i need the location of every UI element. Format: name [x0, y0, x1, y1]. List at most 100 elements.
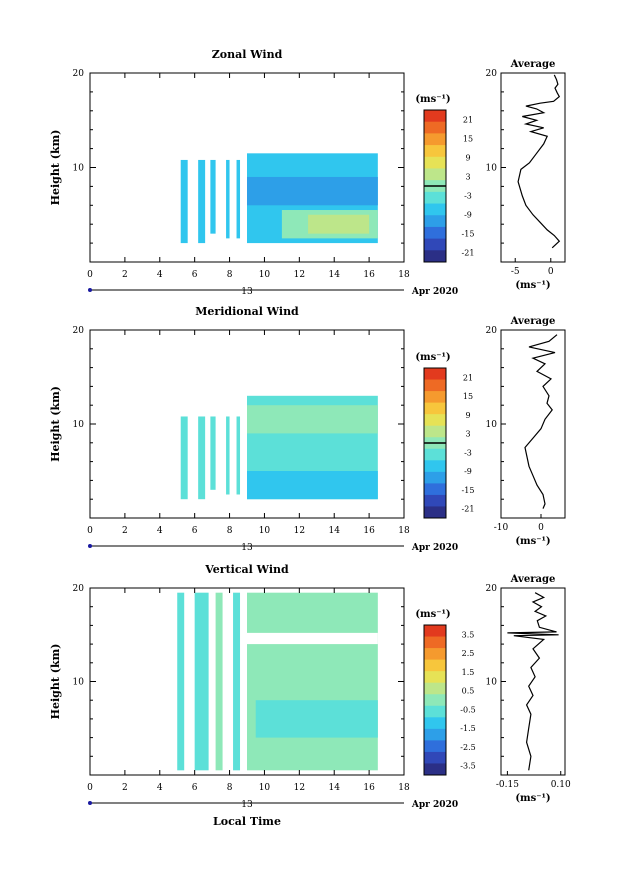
meridional-xtick-label: 14 [328, 526, 340, 536]
zonal-average-profile-line [517, 74, 561, 249]
vertical-ytick-label: 10 [73, 678, 85, 688]
vertical-colorbar-label: 0.5 [462, 687, 475, 696]
vertical-heatmap-cell [215, 592, 223, 771]
vertical-colorbar-swatch [424, 751, 446, 764]
zonal-title: Zonal Wind [212, 48, 283, 61]
meridional-colorbar-label: -3 [464, 448, 472, 457]
zonal-colorbar-swatch [424, 191, 446, 205]
zonal-colorbar-swatch [424, 156, 446, 169]
meridional-average-ytick-label: 20 [486, 326, 498, 336]
meridional-heatmap-cell [198, 416, 206, 500]
zonal-colorbar-label: 21 [463, 116, 473, 125]
meridional-xtick-label: 6 [192, 526, 198, 536]
vertical-xtick-label: 18 [398, 783, 410, 793]
vertical-date-label: Apr 2020 [411, 800, 458, 810]
zonal-panel-group: Zonal Wind 0 2 4 6 8 10 12 14 16 18 20 10 Height (km)… [49, 48, 566, 297]
zonal-heatmap-cell [210, 159, 216, 234]
vertical-colorbar-label: -0.5 [460, 705, 475, 714]
meridional-heatmap-cell [210, 416, 216, 490]
meridional-average-xtick-label: 0 [538, 523, 544, 533]
vertical-heatmap-cell [247, 592, 378, 771]
meridional-colorbar-swatch [424, 506, 446, 519]
vertical-xtick-label: 0 [87, 783, 93, 793]
zonal-average-ytick-label: 10 [486, 164, 498, 174]
meridional-colorbar-label: 21 [463, 373, 473, 382]
meridional-xtick-label: 18 [398, 526, 410, 536]
meridional-colorbar-label: 3 [465, 430, 470, 439]
meridional-colorbar-swatch [424, 460, 446, 473]
zonal-xtick-label: 10 [259, 270, 271, 280]
zonal-date-day: 13 [241, 287, 253, 297]
zonal-average-xtick-label: -5 [511, 267, 520, 277]
meridional-date-day: 13 [241, 543, 253, 553]
vertical-panel-group: Vertical Wind 0 2 4 6 8 10 12 14 16 18 20 10 Height (… [49, 563, 571, 828]
zonal-ytick-label: 10 [73, 164, 85, 174]
vertical-heatmap-cell [255, 700, 378, 738]
zonal-colorbar-unit: (ms⁻¹) [415, 94, 450, 105]
zonal-colorbar-label: 3 [465, 173, 470, 182]
zonal-xtick-label: 6 [192, 270, 198, 280]
zonal-date-label: Apr 2020 [411, 287, 458, 297]
vertical-colorbar-frame [423, 624, 447, 776]
vertical-colorbar-label: 2.5 [462, 649, 475, 658]
vertical-colorbar-swatch [424, 728, 446, 741]
vertical-ylabel: Height (km) [49, 644, 62, 720]
vertical-average-title: Average [510, 574, 556, 585]
zonal-xtick-label: 12 [294, 270, 305, 280]
meridional-ylabel: Height (km) [49, 386, 62, 462]
zonal-xtick-label: 14 [328, 270, 340, 280]
meridional-colorbar-label: -9 [464, 467, 472, 476]
meridional-colorbar-swatch [424, 379, 446, 392]
vertical-ytick-label: 20 [73, 584, 85, 594]
zonal-colorbar-swatch [424, 238, 446, 251]
meridional-colorbar-swatch [424, 494, 446, 507]
zonal-xtick-label: 0 [87, 270, 93, 280]
zonal-average-title: Average [510, 59, 556, 70]
meridional-colorbar-swatch [424, 368, 446, 381]
zonal-colorbar-label: 9 [465, 154, 470, 163]
vertical-colorbar-label: -2.5 [460, 743, 475, 752]
meridional-date-start-marker [88, 544, 92, 548]
zonal-colorbar-label: -3 [464, 192, 472, 201]
vertical-average-ytick-label: 10 [486, 678, 498, 688]
zonal-ylabel: Height (km) [49, 130, 62, 206]
vertical-colorbar-swatch [424, 717, 446, 730]
vertical-xtick-label: 2 [122, 783, 128, 793]
vertical-heatmap-cell [194, 592, 209, 771]
meridional-average-title: Average [510, 316, 556, 327]
zonal-colorbar-swatch [424, 215, 446, 228]
zonal-ytick-label: 20 [73, 69, 85, 79]
zonal-xtick-label: 8 [227, 270, 233, 280]
vertical-colorbar-swatch [424, 659, 446, 672]
meridional-average-profile-line [524, 334, 558, 509]
vertical-date-day: 13 [241, 800, 253, 810]
zonal-average-frame [500, 72, 566, 263]
zonal-colorbar-swatch [424, 250, 446, 263]
vertical-average-frame [500, 587, 566, 776]
vertical-colorbar-label: 3.5 [462, 630, 475, 639]
vertical-colorbar-swatch [424, 682, 446, 695]
meridional-heatmap-cell [236, 416, 241, 495]
meridional-heatmap-cell [247, 471, 378, 500]
vertical-xtick-label: 14 [328, 783, 340, 793]
meridional-colorbar-swatch [424, 414, 446, 427]
zonal-colorbar-swatch [424, 145, 446, 158]
meridional-title: Meridional Wind [195, 305, 299, 318]
vertical-colorbar-swatch [424, 694, 446, 707]
vertical-xtick-label: 6 [192, 783, 198, 793]
zonal-xtick-label: 16 [363, 270, 375, 280]
vertical-colorbar-label: 1.5 [462, 668, 475, 677]
zonal-average-xtick-label: 0 [548, 267, 554, 277]
meridional-colorbar-label: -21 [462, 505, 475, 514]
zonal-heatmap-cell [198, 159, 206, 244]
meridional-average-xlabel: (ms⁻¹) [515, 536, 550, 547]
zonal-heatmap-cell [180, 159, 188, 244]
meridional-ytick-label: 20 [73, 326, 85, 336]
meridional-xtick-label: 12 [294, 526, 305, 536]
meridional-average-xtick-label: -10 [494, 523, 509, 533]
vertical-average-ytick-label: 20 [486, 584, 498, 594]
zonal-colorbar-swatch [424, 121, 446, 134]
vertical-date-start-marker [88, 801, 92, 805]
zonal-colorbar-swatch [424, 110, 446, 123]
